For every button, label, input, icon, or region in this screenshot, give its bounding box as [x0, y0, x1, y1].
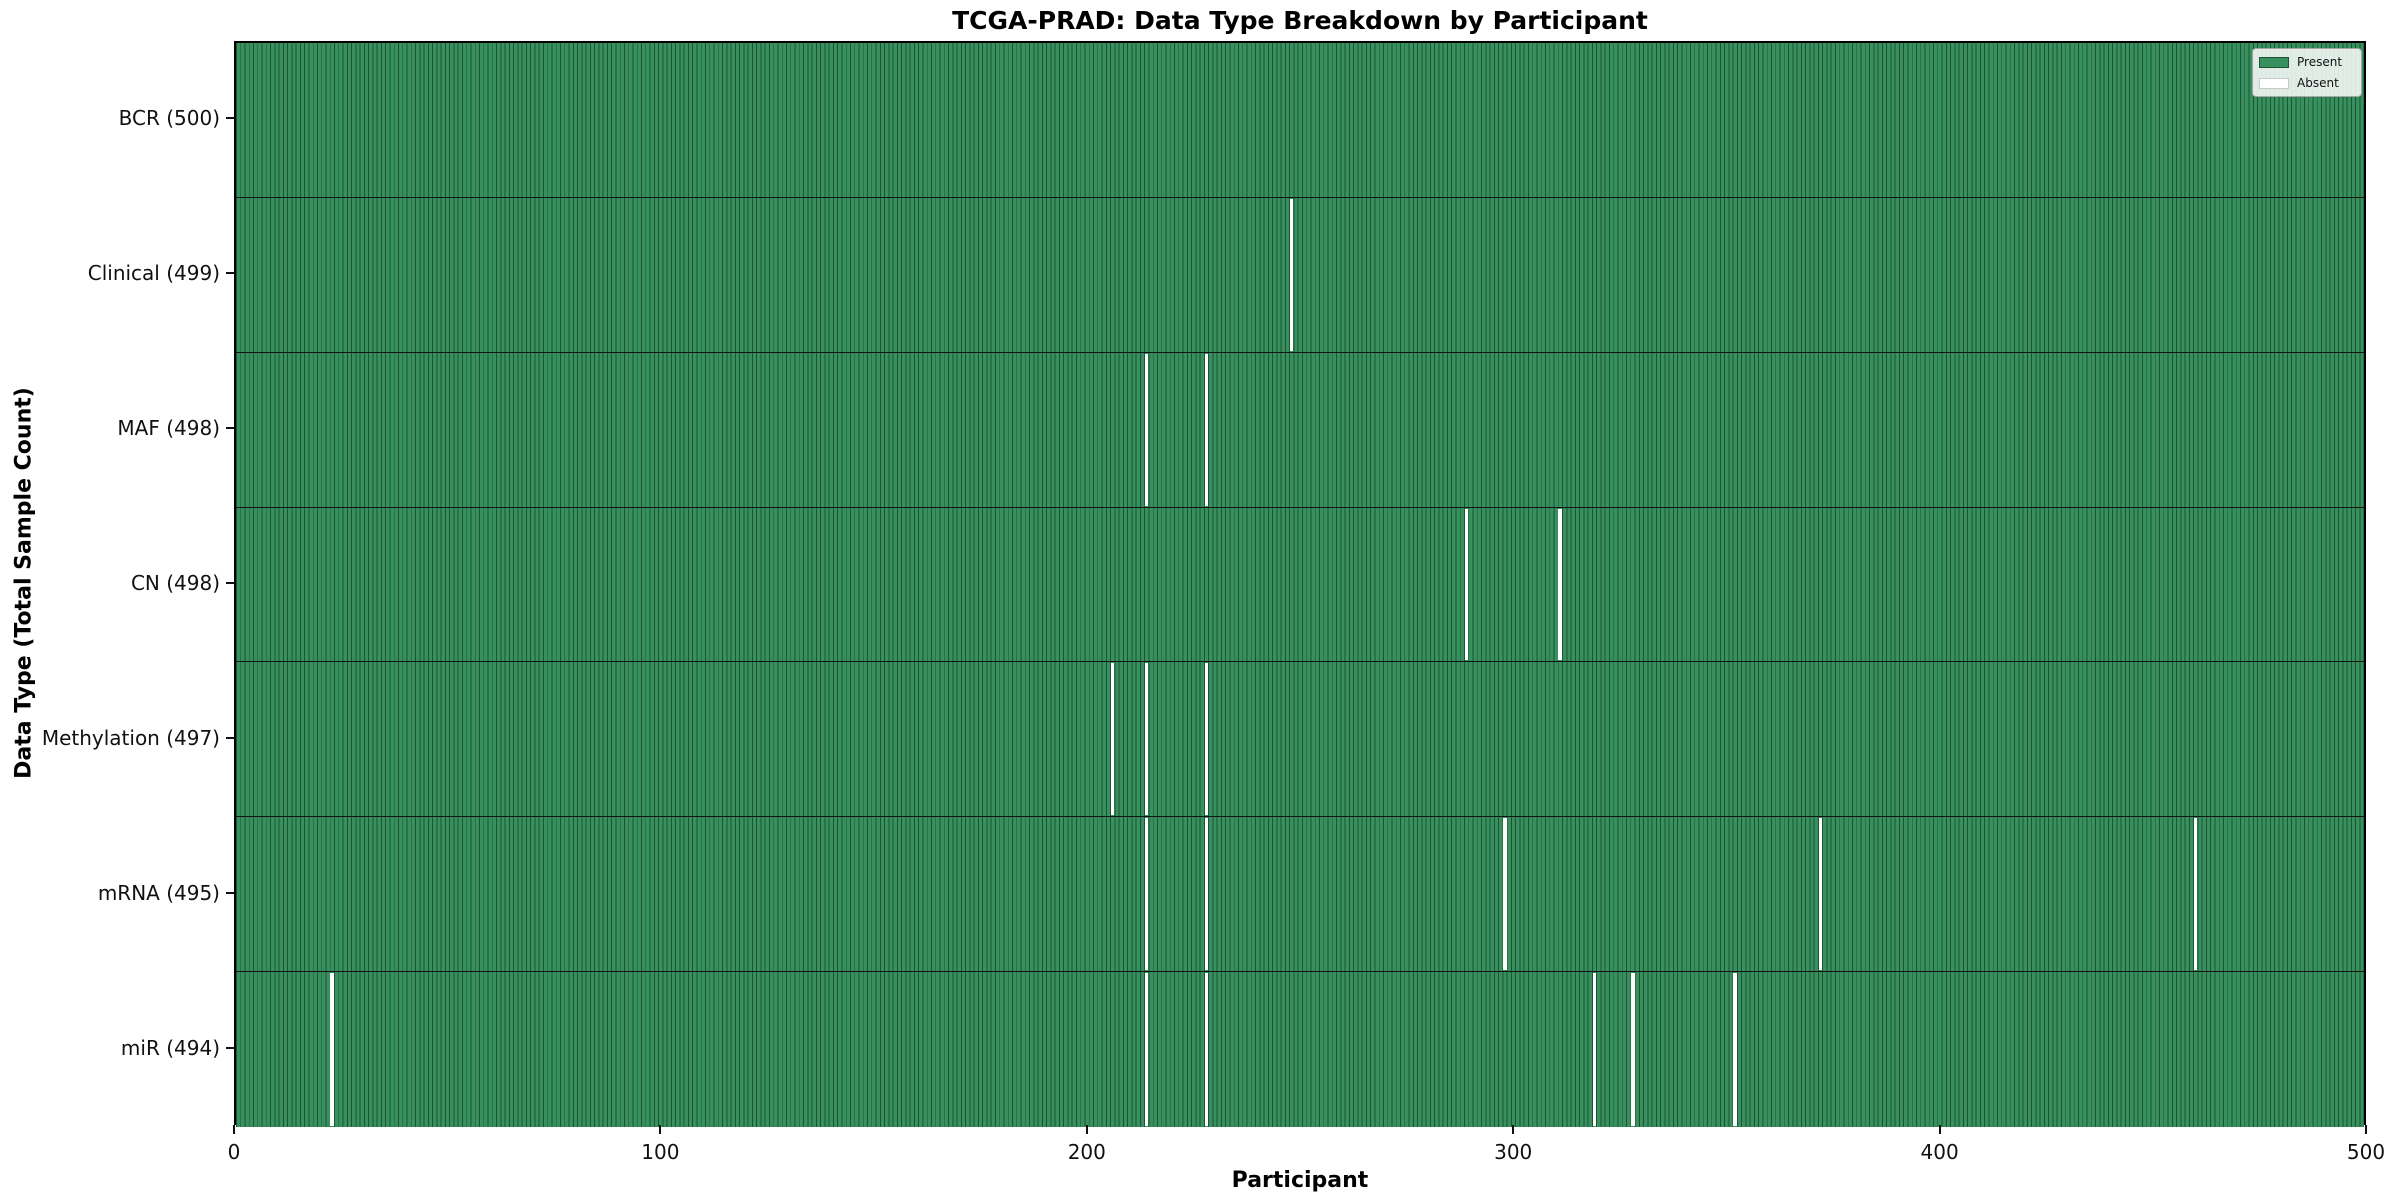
absent-gap-mrna-459 — [2193, 818, 2198, 971]
legend-label-present: Present — [2297, 55, 2343, 69]
legend-entry-present: Present — [2259, 54, 2355, 70]
ytick-label-clinical: Clinical (499) — [87, 261, 220, 286]
absent-gap-mrna-297 — [1503, 818, 1507, 971]
ytick-mark-cn — [226, 582, 234, 584]
xtick-label-100: 100 — [641, 1140, 680, 1164]
xtick-label-0: 0 — [227, 1140, 241, 1164]
ytick-label-mrna: mRNA (495) — [97, 880, 220, 905]
absent-swatch-icon — [2259, 77, 2289, 89]
absent-gap-mir-318 — [1592, 973, 1597, 1126]
absent-gap-mir-213 — [1144, 973, 1149, 1126]
ytick-mark-maf — [226, 427, 234, 430]
heatmap-row-mir — [236, 972, 2364, 1127]
absent-gap-mir-22 — [330, 973, 334, 1126]
legend-label-absent: Absent — [2297, 76, 2339, 90]
xtick-mark-100 — [659, 1125, 662, 1134]
heatmap-row-mrna — [236, 817, 2364, 973]
ytick-label-mir: miR (494) — [120, 1035, 220, 1060]
heatmap-row-maf — [236, 352, 2364, 508]
absent-gap-mir-327 — [1630, 973, 1635, 1126]
ytick-mark-clinical — [226, 272, 234, 275]
absent-gap-methylation-213 — [1144, 663, 1149, 816]
xtick-mark-400 — [1938, 1125, 1941, 1134]
xtick-label-500: 500 — [2346, 1140, 2386, 1164]
absent-gap-mrna-227 — [1204, 818, 1209, 971]
xtick-mark-200 — [1085, 1125, 1088, 1134]
legend-entry-absent: Absent — [2259, 75, 2355, 91]
absent-gap-maf-227 — [1204, 353, 1209, 506]
xtick-label-300: 300 — [1494, 1140, 1533, 1164]
heatmap-row-bcr — [236, 43, 2364, 198]
xtick-label-400: 400 — [1920, 1140, 1959, 1164]
absent-gap-maf-213 — [1144, 353, 1149, 506]
absent-gap-cn-310 — [1558, 508, 1563, 661]
legend: Present Absent — [2252, 48, 2362, 97]
ytick-label-maf: MAF (498) — [117, 416, 220, 441]
xtick-mark-0 — [233, 1125, 235, 1134]
chart-title: TCGA-PRAD: Data Type Breakdown by Partic… — [952, 6, 1648, 35]
ytick-label-cn: CN (498) — [130, 571, 220, 595]
x-axis-label: Participant — [1231, 1168, 1369, 1193]
ytick-mark-methylation — [226, 736, 234, 739]
absent-gap-mir-227 — [1204, 973, 1209, 1126]
absent-gap-methylation-205 — [1110, 663, 1115, 816]
y-axis-label: Data Type (Total Sample Count) — [11, 387, 37, 779]
ytick-label-bcr: BCR (500) — [118, 106, 220, 131]
heatmap-row-clinical — [236, 197, 2364, 353]
absent-gap-cn-288 — [1464, 508, 1469, 661]
heatmap-row-cn — [236, 507, 2364, 663]
heatmap-row-methylation — [236, 662, 2364, 818]
ytick-mark-bcr — [226, 117, 234, 120]
ytick-mark-mir — [226, 1046, 234, 1049]
xtick-label-200: 200 — [1067, 1140, 1106, 1164]
absent-gap-methylation-227 — [1204, 663, 1209, 816]
absent-gap-clinical-247 — [1289, 198, 1294, 351]
absent-gap-mrna-213 — [1144, 818, 1149, 971]
present-swatch-icon — [2259, 56, 2289, 68]
ytick-mark-mrna — [226, 891, 234, 894]
xtick-mark-300 — [1512, 1125, 1515, 1134]
ytick-label-methylation: Methylation (497) — [41, 725, 220, 750]
absent-gap-mrna-371 — [1818, 818, 1823, 971]
plot-area — [234, 41, 2366, 1127]
absent-gap-mir-351 — [1733, 973, 1737, 1126]
xtick-mark-500 — [2365, 1125, 2367, 1134]
